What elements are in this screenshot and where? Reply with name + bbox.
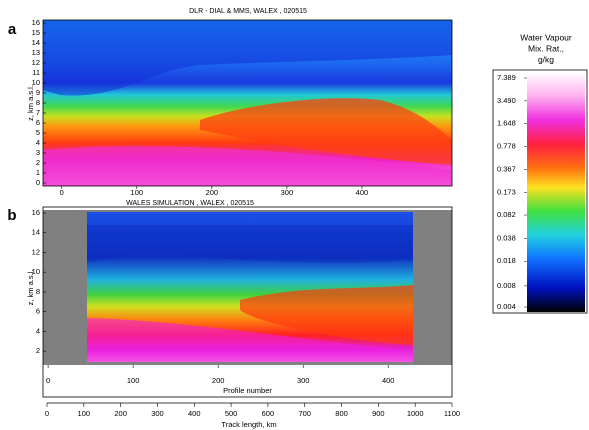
y-tick-label: 8	[36, 98, 40, 107]
x2-tick-label: 500	[225, 409, 238, 418]
y-tick-label: 12	[32, 58, 40, 67]
colorbar-tick-label: 0.018	[497, 256, 516, 265]
y-tick-label: 5	[36, 128, 40, 137]
x-tick-label: 300	[281, 188, 294, 197]
colorbar-tick-label: 0.367	[497, 164, 516, 173]
colorbar-tick-label: 1.648	[497, 119, 516, 128]
y-tick-label: 10	[32, 78, 40, 87]
y-tick-label: 16	[32, 208, 40, 217]
y-tick-label: 3	[36, 148, 40, 157]
panel-label: a	[8, 21, 17, 38]
y-tick-label: 6	[36, 118, 40, 127]
x-tick-label: 0	[46, 376, 50, 385]
y-tick-label: 11	[32, 68, 40, 77]
y-axis-label: z, km a.s.l.	[26, 85, 35, 121]
x-tick-label: 400	[356, 188, 369, 197]
x2-tick-label: 700	[298, 409, 311, 418]
heatmap-b	[42, 206, 453, 398]
x2-axis-label: Track length, km	[221, 420, 276, 429]
colorbar-tick-label: 0.173	[497, 187, 516, 196]
x2-tick-label: 200	[114, 409, 127, 418]
colorbar-title: Mix. Rat.,	[528, 43, 564, 53]
heatmap-a	[42, 19, 453, 187]
colorbar-tick-label: 7.389	[497, 73, 516, 82]
colorbar-tick-label: 0.008	[497, 281, 516, 290]
x-tick-label: 300	[297, 376, 310, 385]
x2-tick-label: 1000	[407, 409, 424, 418]
colorbar	[492, 69, 588, 314]
y-tick-label: 12	[32, 247, 40, 256]
x2-tick-label: 600	[262, 409, 275, 418]
x2-tick-label: 300	[151, 409, 164, 418]
y-tick-label: 4	[36, 138, 40, 147]
x2-tick-label: 900	[372, 409, 385, 418]
y-tick-label: 16	[32, 18, 40, 27]
y-tick-label: 1	[36, 168, 40, 177]
y-tick-label: 4	[36, 326, 40, 335]
y-tick-label: 8	[36, 287, 40, 296]
y-tick-label: 6	[36, 307, 40, 316]
y-tick-label: 2	[36, 346, 40, 355]
x-tick-label: 400	[382, 376, 395, 385]
y-tick-label: 2	[36, 158, 40, 167]
y-axis-label: z, km a.s.l.	[26, 270, 35, 306]
colorbar-title: g/kg	[538, 54, 554, 64]
y-tick-label: 15	[32, 28, 40, 37]
x2-tick-label: 100	[78, 409, 91, 418]
colorbar-tick-label: 0.778	[497, 142, 516, 151]
x-tick-label: 0	[60, 188, 64, 197]
y-tick-label: 7	[36, 108, 40, 117]
x2-tick-label: 400	[188, 409, 201, 418]
y-tick-label: 0	[36, 178, 40, 187]
panel-label: b	[7, 207, 16, 224]
x-tick-label: 200	[206, 188, 219, 197]
colorbar-tick-label: 0.082	[497, 210, 516, 219]
colorbar-title: Water Vapour	[520, 32, 572, 42]
x-tick-label: 100	[131, 188, 144, 197]
x2-tick-label: 1100	[444, 409, 460, 418]
y-tick-label: 13	[32, 48, 40, 57]
y-tick-label: 14	[32, 38, 40, 47]
colorbar-tick-label: 0.038	[497, 233, 516, 242]
colorbar-tick-label: 0.004	[497, 302, 516, 311]
x-axis-label: Profile number	[223, 386, 272, 395]
panel-title: WALES SIMULATION , WALEX , 020515	[126, 200, 254, 207]
x2-tick-label: 800	[335, 409, 348, 418]
colorbar-tick-label: 3.490	[497, 96, 516, 105]
x-tick-label: 100	[127, 376, 140, 385]
y-tick-label: 9	[36, 88, 40, 97]
y-tick-label: 14	[32, 228, 40, 237]
panel-title: DLR - DIAL & MMS, WALEX , 020515	[189, 8, 307, 15]
x-tick-label: 200	[212, 376, 225, 385]
y-tick-label: 10	[32, 267, 40, 276]
x2-tick-label: 0	[45, 409, 49, 418]
